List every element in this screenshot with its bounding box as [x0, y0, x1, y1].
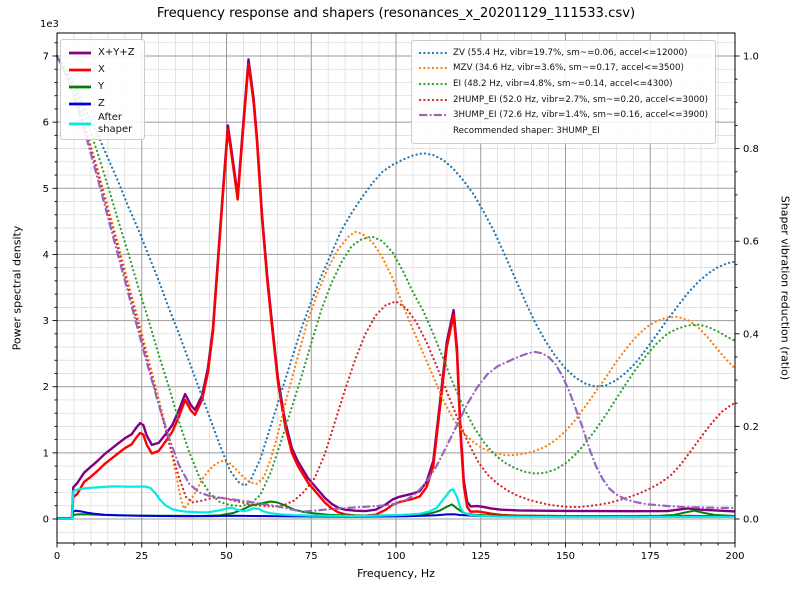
legend-item-label: X [98, 63, 105, 75]
series-after-shaper [57, 485, 735, 520]
legend-shapers: ZV (55.4 Hz, vibr=19.7%, sm~=0.06, accel… [411, 40, 717, 144]
x-tick-label: 25 [135, 551, 148, 562]
y-left-tick-label: 0 [43, 515, 49, 526]
y-left-tick-label: 2 [43, 382, 49, 393]
x-tick-label: 0 [54, 551, 60, 562]
legend-item-zv: ZV (55.4 Hz, vibr=19.7%, sm~=0.06, accel… [419, 45, 708, 61]
legend-item-after-shaper: After shaper [68, 112, 135, 135]
x-tick-label: 175 [641, 551, 660, 562]
y-left-tick-label: 4 [43, 250, 49, 261]
legend-item-label: 2HUMP_EI (52.0 Hz, vibr=2.7%, sm~=0.20, … [453, 94, 709, 105]
legend-line-sample-icon [419, 98, 447, 101]
x-tick-label: 200 [725, 551, 744, 562]
legend-item-ei: EI (48.2 Hz, vibr=4.8%, sm~=0.14, accel<… [419, 76, 708, 92]
legend-line-sample-icon [419, 82, 447, 86]
axis-ticks [52, 42, 740, 548]
legend-line-sample-icon [419, 67, 447, 70]
axis-tick-labels: 0 25 50 75 100 125 150 175 200 0 1 2 3 4 5 6 7 0.0 0.2 0.4 0… [43, 52, 759, 563]
y-right-tick-label: 0.0 [743, 515, 759, 526]
x-axis-label: Frequency, Hz [357, 567, 435, 580]
series-3hump-ei [55, 54, 737, 513]
legend-item-label: Y [98, 80, 105, 92]
legend-line-sample-icon [69, 102, 91, 105]
y-left-tick-label: 6 [43, 118, 49, 129]
legend-item-label: X+Y+Z [98, 46, 135, 58]
y-right-tick-label: 0.2 [743, 422, 759, 433]
series-zv [55, 54, 737, 487]
legend-item-2hump-ei: 2HUMP_EI (52.0 Hz, vibr=2.7%, sm~=0.20, … [419, 92, 708, 108]
legend-item-y: Y [68, 78, 135, 95]
legend-item-x: X [68, 61, 135, 78]
recommended-shaper-text: Recommended shaper: 3HUMP_EI [453, 125, 600, 136]
legend-note-recommended-shaper: Recommended shaper: 3HUMP_EI [419, 123, 708, 139]
legend-item-x-y-z: X+Y+Z [68, 44, 135, 61]
legend-psd: X+Y+Z X Y Z After shaper [60, 39, 145, 140]
series-2hump-ei [55, 54, 737, 509]
legend-line-sample-icon [69, 85, 91, 88]
y-axis-offset-text: 1e3 [40, 19, 59, 30]
legend-line-sample-icon [69, 122, 91, 125]
y-left-tick-label: 7 [43, 52, 49, 63]
legend-line-sample-icon [69, 51, 91, 54]
y-left-tick-label: 1 [43, 448, 49, 459]
legend-line-sample-icon [419, 51, 447, 54]
legend-item-3hump-ei: 3HUMP_EI (72.6 Hz, vibr=1.4%, sm~=0.16, … [419, 107, 708, 123]
legend-item-label: MZV (34.6 Hz, vibr=3.6%, sm~=0.17, accel… [453, 63, 684, 74]
legend-line-sample-icon [419, 114, 447, 117]
chart-title: Frequency response and shapers (resonanc… [156, 6, 636, 21]
y-right-tick-label: 1.0 [743, 52, 759, 63]
legend-item-z: Z [68, 95, 135, 112]
legend-item-label: 3HUMP_EI (72.6 Hz, vibr=1.4%, sm~=0.16, … [453, 110, 709, 121]
legend-item-label: Z [98, 97, 105, 109]
series-x [57, 62, 736, 520]
y-right-tick-label: 0.6 [743, 237, 759, 248]
y-right-tick-label: 0.4 [743, 329, 759, 340]
x-tick-label: 125 [471, 551, 490, 562]
legend-item-label: EI (48.2 Hz, vibr=4.8%, sm~=0.14, accel<… [453, 78, 673, 89]
series-mzv [55, 54, 737, 510]
y-left-tick-label: 3 [43, 316, 49, 327]
x-tick-label: 150 [556, 551, 575, 562]
y-left-tick-label: 5 [43, 184, 49, 195]
x-tick-label: 50 [220, 551, 233, 562]
legend-item-label: ZV (55.4 Hz, vibr=19.7%, sm~=0.06, accel… [453, 47, 688, 58]
x-tick-label: 75 [305, 551, 318, 562]
legend-item-mzv: MZV (34.6 Hz, vibr=3.6%, sm~=0.17, accel… [419, 61, 708, 77]
series-ei [55, 54, 737, 508]
y-right-tick-label: 0.8 [743, 144, 759, 155]
legend-line-sample-icon [69, 68, 91, 71]
grid-major [57, 33, 735, 543]
legend-item-label: After shaper [98, 112, 133, 135]
x-tick-label: 100 [386, 551, 405, 562]
